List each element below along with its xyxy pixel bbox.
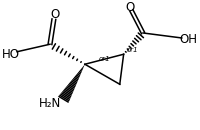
Text: HO: HO bbox=[2, 48, 20, 61]
Text: or1: or1 bbox=[127, 47, 138, 53]
Text: H₂N: H₂N bbox=[39, 97, 61, 110]
Text: O: O bbox=[50, 8, 59, 21]
Text: or1: or1 bbox=[98, 56, 110, 62]
Text: OH: OH bbox=[180, 33, 198, 46]
Text: O: O bbox=[126, 1, 135, 14]
